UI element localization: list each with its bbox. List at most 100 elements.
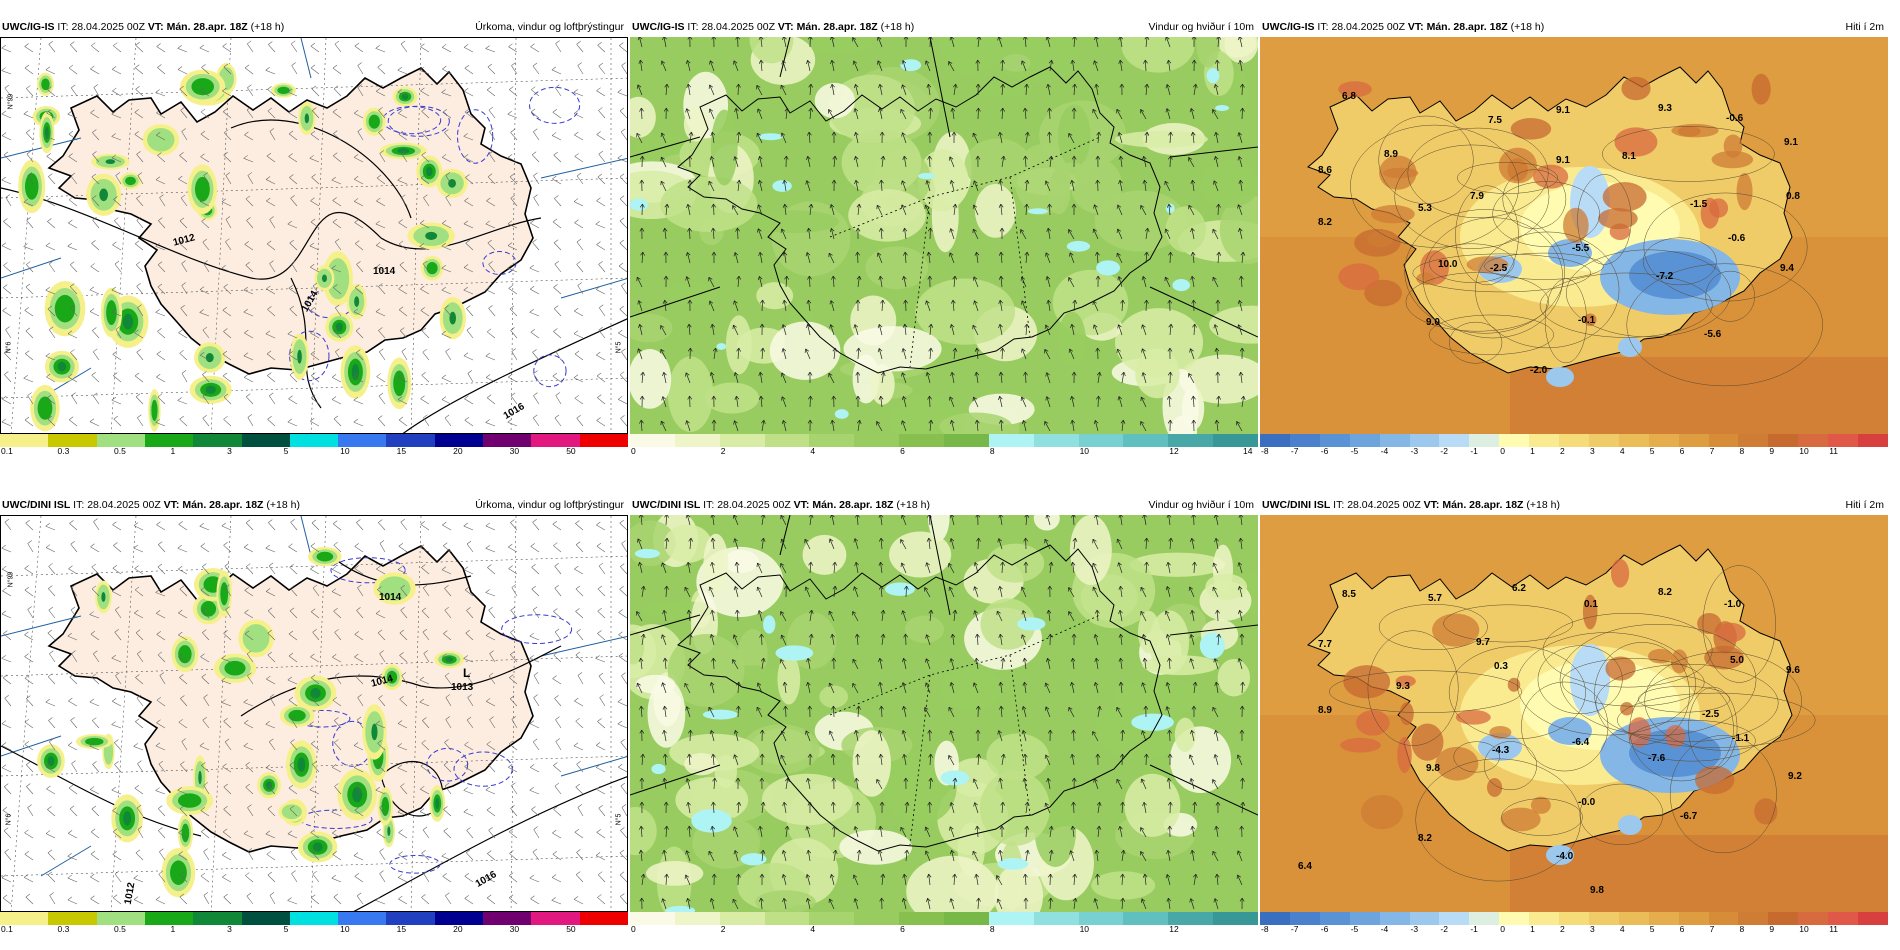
wind-map: [630, 37, 1258, 434]
colorbar-tick-label: 6: [900, 446, 905, 456]
temperature-value-label: 0.8: [1786, 191, 1800, 202]
precip-colorbar: 0.1 0.3 0.5 1 3 5 10 15 20 30 50: [0, 434, 629, 456]
colorbar-tick-label: 3: [227, 446, 232, 456]
colorbar-tick-label: 30: [509, 446, 520, 456]
temp-map: 8.5 5.7 6.2 0.1 8.2 -1.0 7.7 9.7 0.3 5.0 9.6 8.9 9.3…: [1260, 515, 1888, 912]
temperature-value-label: 0.1: [1584, 599, 1598, 610]
temperature-value-label: 7.9: [1470, 191, 1484, 202]
colorbar-segment: [719, 434, 766, 447]
colorbar-segment: [719, 912, 766, 925]
colorbar-tick-label: 0.5: [114, 446, 126, 456]
colorbar-tick-label: -3: [1410, 924, 1419, 934]
temperature-value-label: 9.0: [1426, 317, 1440, 328]
colorbar-tick-label: 50: [566, 446, 576, 456]
colorbar-tick-label: 12: [1169, 446, 1179, 456]
colorbar-tick-label: 0: [631, 446, 636, 456]
temperature-value-label: 8.9: [1384, 149, 1398, 160]
temperature-value-label: 8.6: [1318, 165, 1332, 176]
model-name: UWC/DINI ISL: [1262, 499, 1331, 511]
colorbar-tick-label: 12: [1169, 924, 1179, 934]
wind-colorbar: 0 2 4 6 8 10 12 14: [630, 434, 1259, 456]
colorbar-tick-label: 1: [170, 924, 176, 934]
colorbar-segment: [1529, 434, 1560, 447]
temperature-value-label: 5.3: [1418, 203, 1432, 214]
isobar-label: 1014: [373, 266, 396, 277]
temperature-value-label: 8.2: [1418, 833, 1432, 844]
colorbar-tick-label: 15: [396, 446, 407, 456]
wind-map-graphic: [630, 37, 1258, 434]
colorbar-segment: [531, 912, 581, 925]
temperature-value-label: 10.0: [1438, 259, 1458, 270]
colorbar-segment: [1168, 434, 1214, 447]
vt-label: VT:: [1407, 21, 1424, 33]
colorbar-segment: [483, 434, 532, 447]
colorbar-tick-label: 1: [1530, 924, 1535, 934]
temperature-value-label: 8.1: [1622, 151, 1636, 162]
colorbar-segment: [1439, 912, 1470, 925]
vt-value: Mán. 28.apr. 18Z: [1442, 499, 1524, 511]
vt-label: VT:: [147, 21, 164, 33]
lead-time: (+18 h): [896, 499, 930, 511]
colorbar-segment: [96, 434, 146, 447]
colorbar-segment: [1349, 434, 1381, 447]
colorbar-tick-label: -6: [1320, 446, 1329, 456]
colorbar-segment: [1033, 912, 1080, 925]
colorbar-tick-label: 6: [1679, 446, 1685, 456]
colorbar-segment: [1768, 912, 1799, 925]
wind-map: [630, 515, 1258, 912]
colorbar-tick-label: 10: [1079, 924, 1090, 934]
low-pressure-value: 1013: [451, 682, 474, 693]
colorbar-segment: [1798, 434, 1829, 447]
colorbar-tick-label: -8: [1261, 924, 1269, 934]
colorbar-segment: [674, 434, 721, 447]
colorbar-segment: [1168, 912, 1214, 925]
colorbar-tick-label: 10: [340, 924, 350, 934]
colorbar-segment: [0, 434, 49, 447]
temperature-value-label: 9.3: [1658, 103, 1672, 114]
it-value: 28.04.2025 00Z: [1331, 21, 1405, 33]
colorbar-tick-label: 3: [227, 924, 232, 934]
temperature-value-label: -1.0: [1724, 599, 1742, 610]
colorbar-tick-label: 6: [900, 924, 905, 934]
colorbar-segment: [899, 912, 945, 925]
colorbar-segment: [1289, 434, 1321, 447]
lat-label: N°5: [615, 341, 623, 354]
colorbar-segment: [48, 434, 98, 447]
temperature-value-label: -6.7: [1680, 811, 1698, 822]
panel-precip-igis: UWC/IG-IS IT: 28.04.2025 00Z VT: Mán. 28…: [0, 18, 629, 456]
colorbar-segment: [1499, 434, 1530, 447]
colorbar-tick-label: 15: [396, 924, 407, 934]
colorbar-segment: [1618, 434, 1650, 447]
colorbar-segment: [630, 434, 676, 447]
colorbar-segment: [1588, 434, 1620, 447]
it-label: IT:: [1333, 499, 1345, 511]
colorbar-segment: [1798, 912, 1829, 925]
it-value: 28.04.2025 00Z: [87, 499, 161, 511]
vt-label: VT:: [793, 499, 810, 511]
colorbar-segment: [764, 434, 810, 447]
wind-colorbar: 0 2 4 6 8 10 12: [630, 912, 1259, 934]
colorbar-segment: [988, 912, 1035, 925]
colorbar-segment: [854, 912, 900, 925]
lead-time: (+18 h): [1526, 499, 1560, 511]
colorbar-segment: [764, 912, 810, 925]
temp-map-graphic: [1260, 37, 1888, 434]
colorbar-tick-label: 10: [1799, 446, 1809, 456]
colorbar-tick-label: -8: [1261, 446, 1269, 456]
lat-label: N°6: [5, 341, 13, 354]
isobar-label: 1014: [379, 592, 402, 603]
colorbar-tick-label: 0: [631, 924, 636, 934]
colorbar-segment: [1588, 912, 1620, 925]
precip-map: 1014 1014 1016 1012 L 1013 N°99 N°6 N°5: [0, 515, 628, 912]
colorbar-segment: [1439, 434, 1470, 447]
colorbar-segment: [809, 434, 855, 447]
temperature-value-label: -1.1: [1732, 733, 1750, 744]
colorbar-tick-label: 6: [1679, 924, 1685, 934]
colorbar-segment: [241, 434, 291, 447]
temperature-value-label: 9.8: [1590, 885, 1604, 896]
colorbar-segment: [1289, 912, 1321, 925]
colorbar-tick-label: 20: [453, 446, 463, 456]
colorbar-tick-label: 10: [340, 446, 350, 456]
panel-wind-igis: UWC/IG-IS IT: 28.04.2025 00Z VT: Mán. 28…: [630, 18, 1259, 456]
colorbar-segment: [0, 912, 49, 925]
